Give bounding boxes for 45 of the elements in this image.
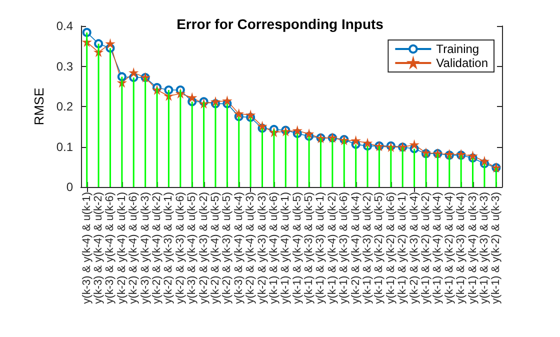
x-tick-label: y(k-2) & y(k-3) & u(k-3) <box>256 192 268 304</box>
x-tick-label: y(k-1) & y(k-2) & u(k-3) <box>490 192 502 304</box>
y-tick-label: 0 <box>66 180 74 194</box>
x-tick-label: y(k-1) & y(k-4) & u(k-5) <box>291 192 304 304</box>
x-tick-label: y(k-1) & y(k-2) & u(k-2) <box>420 192 432 304</box>
x-tick-label: y(k-3) & y(k-4) & u(k-1) <box>80 192 93 304</box>
legend-label: Validation <box>436 56 488 70</box>
y-tick-label: 0.3 <box>56 59 74 74</box>
x-tick-label: y(k-1) & y(k-4) & u(k-3) <box>466 192 479 304</box>
x-tick-label: y(k-1) & y(k-3) & u(k-4) <box>455 192 468 304</box>
x-tick-label: y(k-1) & y(k-3) & u(k-5) <box>303 192 316 304</box>
x-tick-label: y(k-2) & y(k-3) & u(k-4) <box>408 192 420 304</box>
x-tick-label: y(k-1) & y(k-2) & u(k-4) <box>443 192 456 304</box>
y-tick-label: 0.1 <box>56 140 74 154</box>
x-tick-label: y(k-2) & y(k-3) & u(k-1) <box>162 192 175 304</box>
x-tick-label: y(k-2) & y(k-4) & u(k-6) <box>128 192 140 304</box>
x-tick-label: y(k-2) & y(k-4) & u(k-4) <box>350 192 362 304</box>
x-tick-label: y(k-2) & y(k-4) & u(k-5) <box>209 192 222 304</box>
y-tick-label: 0.4 <box>56 19 74 33</box>
x-tick-label: y(k-1) & y(k-3) & u(k-1) <box>314 192 327 304</box>
x-tick-label: y(k-1) & y(k-3) & u(k-6) <box>338 192 350 304</box>
x-tick-label: y(k-1) & y(k-3) & u(k-2) <box>362 192 374 304</box>
legend-label: Training <box>436 42 480 56</box>
x-tick-label: y(k-1) & y(k-4) & u(k-1) <box>280 192 292 304</box>
x-tick-label: y(k-2) & y(k-4) & u(k-3) <box>244 192 257 304</box>
x-tick-label: y(k-1) & y(k-4) & u(k-4) <box>432 192 444 304</box>
x-tick-label: y(k-1) & y(k-3) & u(k-3) <box>478 192 490 304</box>
x-tick-label: y(k-3) & y(k-4) & u(k-5) <box>186 192 198 304</box>
x-tick-label: y(k-1) & y(k-2) & u(k-5) <box>373 192 386 304</box>
x-tick-label: y(k-2) & y(k-3) & u(k-2) <box>198 192 210 304</box>
x-tick-label: y(k-3) & y(k-4) & u(k-4) <box>232 192 245 304</box>
x-tick-label: y(k-3) & y(k-4) & u(k-6) <box>104 192 116 304</box>
x-tick-label: y(k-2) & y(k-3) & u(k-5) <box>221 192 234 304</box>
x-tick-label: y(k-1) & y(k-4) & u(k-6) <box>268 192 280 304</box>
x-tick-label: y(k-1) & y(k-2) & u(k-1) <box>396 192 409 304</box>
x-tick-label: y(k-2) & y(k-4) & u(k-2) <box>151 192 164 304</box>
chart-title: Error for Corresponding Inputs <box>176 16 384 32</box>
x-tick-label: y(k-3) & y(k-4) & u(k-2) <box>92 192 105 304</box>
x-tick-label: y(k-2) & y(k-3) & u(k-6) <box>174 192 186 304</box>
x-tick-label: y(k-1) & y(k-2) & u(k-6) <box>384 192 397 304</box>
x-tick-label: y(k-3) & y(k-4) & u(k-3) <box>139 192 152 304</box>
x-tick-label: y(k-1) & y(k-4) & u(k-2) <box>326 192 338 304</box>
y-tick-label: 0.2 <box>56 100 74 114</box>
x-tick-label: y(k-2) & y(k-4) & u(k-1) <box>116 192 128 304</box>
y-axis-title: RMSE <box>31 87 46 126</box>
